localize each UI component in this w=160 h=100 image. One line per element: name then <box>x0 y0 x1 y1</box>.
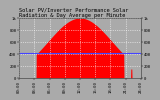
Text: Solar PV/Inverter Performance Solar Radiation & Day Average per Minute: Solar PV/Inverter Performance Solar Radi… <box>19 7 129 18</box>
